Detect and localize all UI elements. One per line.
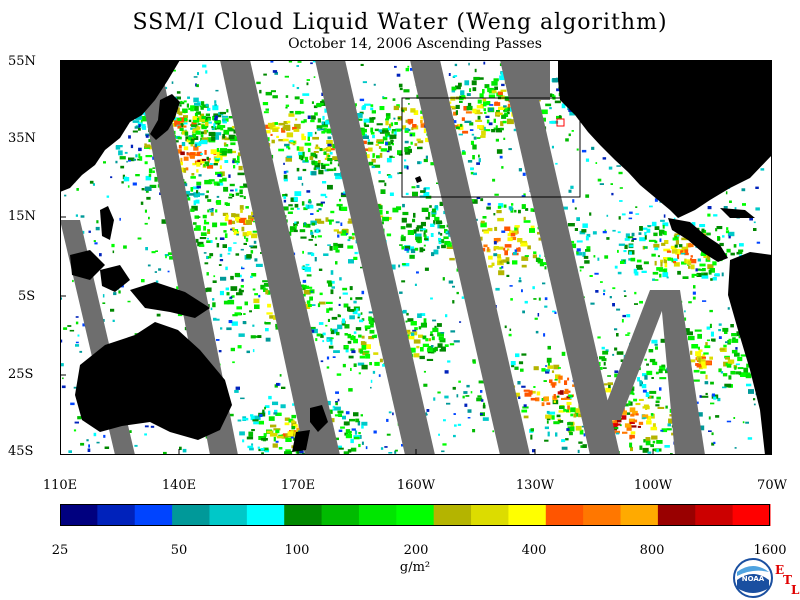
- colorbar: [60, 504, 771, 526]
- lat-label-55n: 55N: [8, 54, 36, 69]
- colorbar-cell: [321, 504, 360, 526]
- etl-letter-t: T: [783, 573, 792, 587]
- map-subtitle: October 14, 2006 Ascending Passes: [288, 36, 542, 52]
- japan-land: [150, 94, 180, 140]
- colorbar-cell: [172, 504, 210, 526]
- lat-label-35n: 35N: [8, 131, 36, 146]
- cloud-water-map: [60, 60, 772, 455]
- colorbar-tick-50: 50: [170, 543, 188, 558]
- lon-label-170e: 170E: [280, 478, 316, 493]
- colorbar-cell: [545, 504, 584, 526]
- lon-label-140e: 140E: [161, 478, 197, 493]
- colorbar-tick-25: 25: [51, 543, 69, 558]
- north-america-land: [558, 60, 772, 218]
- etl-letter-l: L: [791, 583, 800, 597]
- swath-gaps: [60, 60, 705, 455]
- inset-box: [401, 97, 581, 198]
- new-zealand-land: [310, 405, 328, 432]
- location-marker: [556, 118, 565, 127]
- lon-tick-marks: [60, 455, 772, 467]
- colorbar-cell: [396, 504, 435, 526]
- land-masses: [60, 60, 772, 455]
- lat-label-25s: 25S: [8, 367, 34, 382]
- australia-land: [75, 322, 232, 440]
- colorbar-tick-200: 200: [403, 543, 429, 558]
- south-america-land: [728, 252, 772, 455]
- lon-label-70w: 70W: [757, 478, 787, 493]
- colorbar-cell: [657, 504, 696, 526]
- colorbar-cell: [433, 504, 472, 526]
- lat-label-15n: 15N: [8, 209, 36, 224]
- colorbar-cell: [284, 504, 323, 526]
- lon-label-110e: 110E: [42, 478, 78, 493]
- colorbar-cell: [209, 504, 248, 526]
- colorbar-cell: [732, 504, 771, 526]
- colorbar-tick-800: 800: [639, 543, 665, 558]
- colorbar-cell: [471, 504, 509, 526]
- colorbar-tick-1600: 1600: [753, 543, 787, 558]
- axis-ticks: [60, 137, 654, 455]
- colorbar-tick-400: 400: [521, 543, 547, 558]
- lon-label-100w: 100W: [633, 478, 673, 493]
- noaa-logo-icon: NOAA: [733, 558, 773, 598]
- map-title: SSM/I Cloud Liquid Water (Weng algorithm…: [132, 10, 668, 35]
- colorbar-cell: [695, 504, 734, 526]
- central-america-land: [668, 218, 728, 262]
- etl-letter-e: E: [775, 563, 785, 577]
- colorbar-cell: [246, 504, 285, 526]
- colorbar-cell: [60, 504, 98, 526]
- lon-label-160w: 160W: [396, 478, 436, 493]
- colorbar-cell: [620, 504, 659, 526]
- lon-label-130w: 130W: [515, 478, 555, 493]
- colorbar-cell: [358, 504, 397, 526]
- lat-label-45s: 45S: [8, 444, 34, 459]
- colorbar-cell: [508, 504, 547, 526]
- noaa-logo-text: NOAA: [742, 575, 765, 583]
- asia-land: [60, 60, 180, 192]
- colorbar-cell: [583, 504, 622, 526]
- colorbar-cell: [97, 504, 136, 526]
- colorbar-units: g/m²: [399, 560, 431, 575]
- lat-label-5s: 5S: [18, 289, 36, 304]
- colorbar-cell: [134, 504, 173, 526]
- colorbar-tick-100: 100: [284, 543, 310, 558]
- new-guinea-land: [130, 282, 210, 318]
